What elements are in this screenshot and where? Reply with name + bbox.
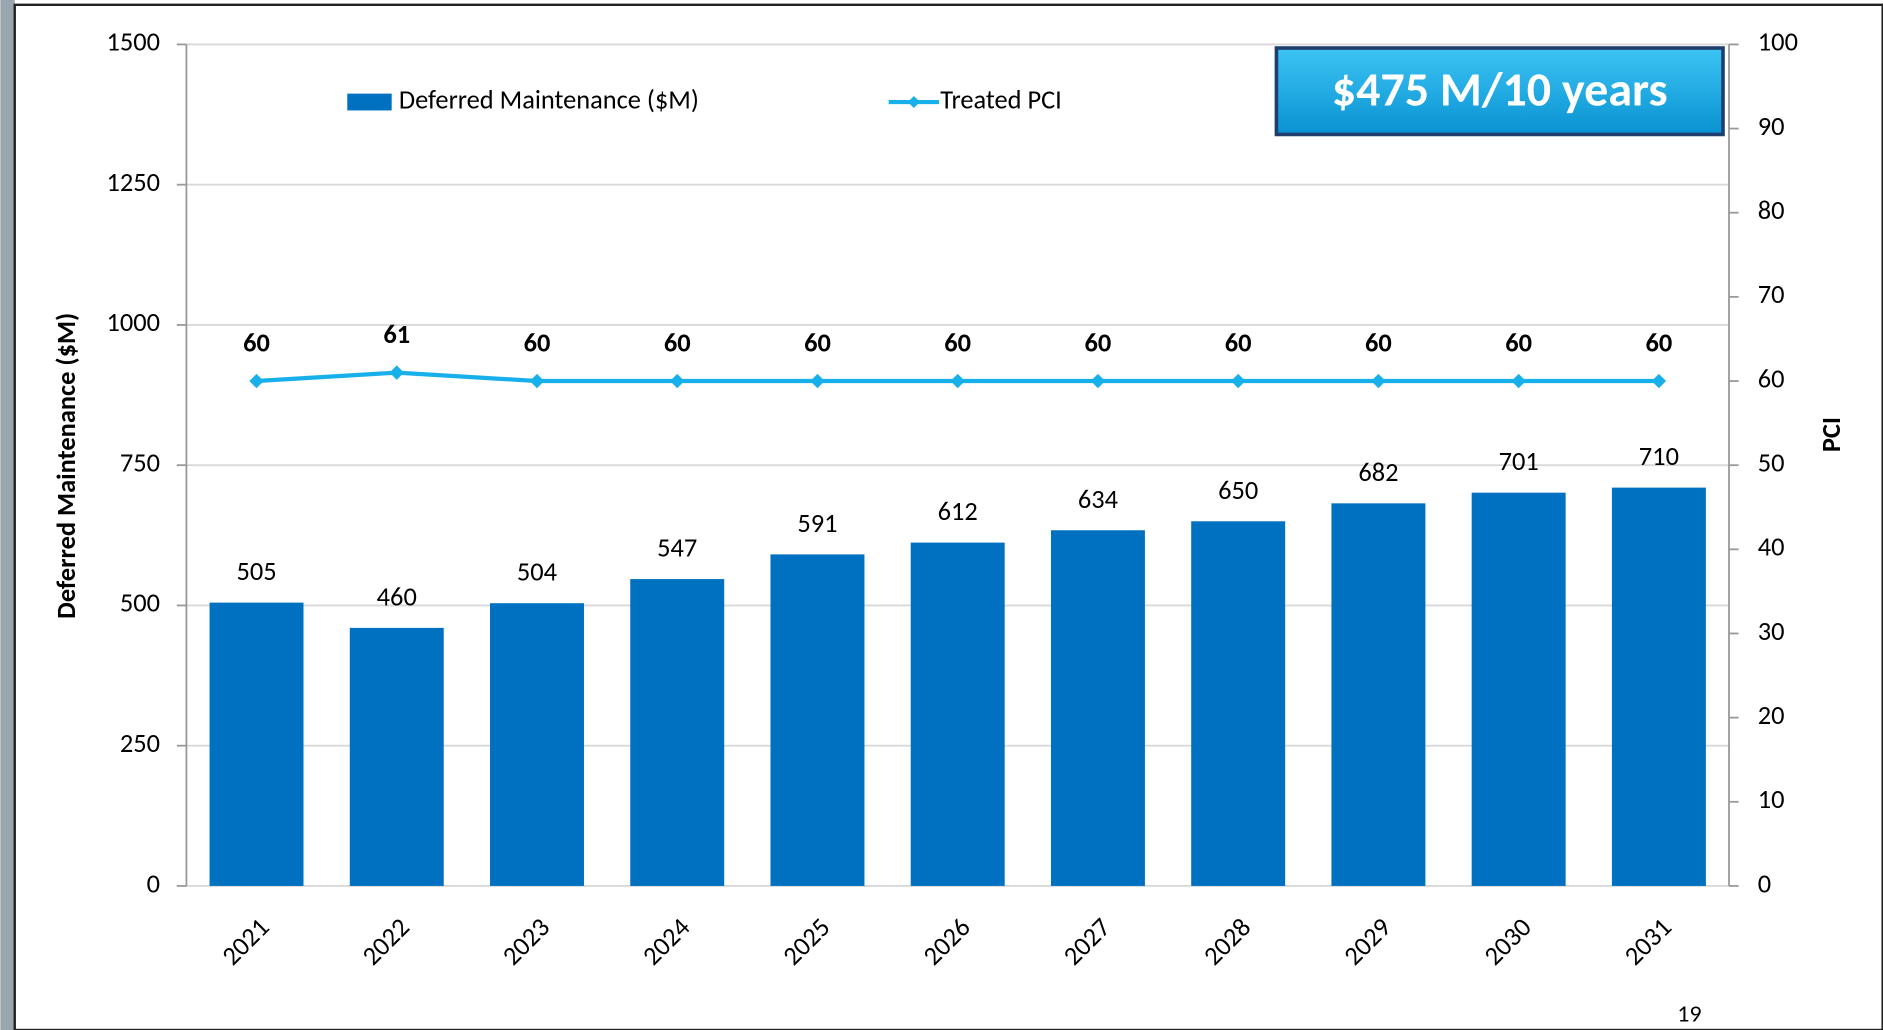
bar-value-label: 682 [1358,457,1398,489]
y2-tick-label: 50 [1758,447,1785,479]
y-tick-label: 500 [120,588,160,620]
line-value-label: 60 [524,327,551,359]
line-value-label: 60 [664,327,691,359]
bar [350,628,444,886]
bar-value-label: 460 [377,581,417,613]
line-value-label: 60 [1505,327,1532,359]
y-tick-label: 250 [120,728,160,760]
chart: 0 250 500 750 1000 1250 1500 0 10 20 30 40 50 60 70 80 9… [0,0,1883,1030]
callout: $475 M/10 years [1276,48,1723,134]
y2-tick-label: 30 [1758,616,1785,648]
y2-tick-label: 0 [1758,868,1771,900]
y2-tick-label: 90 [1758,111,1785,143]
bar-value-label: 612 [938,496,978,528]
line-value-label: 60 [1645,327,1672,359]
bar-value-label: 634 [1078,484,1118,516]
bar [630,579,724,886]
bar [490,603,584,886]
y-axis-title: Deferred Maintenance ($M) [51,313,83,619]
line-value-label: 61 [383,319,410,351]
y-tick-label: 750 [120,447,160,479]
bar [1472,493,1566,886]
bar-value-label: 650 [1218,475,1258,507]
y2-tick-label: 60 [1758,363,1785,395]
y2-tick-label: 10 [1758,784,1785,816]
line-value-label: 60 [1365,327,1392,359]
bar-value-label: 591 [797,508,837,540]
bar [1191,521,1285,886]
callout-text: $475 M/10 years [1332,59,1668,118]
bar [911,543,1005,886]
bar [770,554,864,886]
y-tick-label: 0 [147,868,160,900]
line-value-label: 60 [804,327,831,359]
line-value-label: 60 [1085,327,1112,359]
line-value-label: 60 [1225,327,1252,359]
bar-value-label: 547 [657,533,697,565]
line-value-label: 60 [243,327,270,359]
y2-tick-label: 80 [1758,195,1785,227]
bar-value-label: 505 [236,556,276,588]
page-number: 19 [1677,999,1701,1028]
bar-value-label: 710 [1639,441,1679,473]
legend-label: Deferred Maintenance ($M) [399,84,699,116]
bar [1051,530,1145,886]
line-value-label: 60 [944,327,971,359]
bar-value-label: 701 [1499,446,1539,478]
bar [210,603,304,886]
y-tick-label: 1000 [106,307,160,339]
bar [1612,488,1706,886]
y2-tick-label: 70 [1758,279,1785,311]
y2-axis-title: PCI [1816,417,1848,452]
y2-tick-label: 40 [1758,532,1785,564]
y-tick-label: 1250 [106,167,160,199]
bar-value-label: 504 [517,557,557,589]
y-tick-label: 1500 [106,27,160,59]
legend-label: Treated PCI [940,84,1062,116]
y2-tick-label: 20 [1758,700,1785,732]
background-strip [0,0,14,1030]
y2-tick-label: 100 [1758,27,1798,59]
legend-swatch [347,94,391,111]
bar [1331,503,1425,886]
